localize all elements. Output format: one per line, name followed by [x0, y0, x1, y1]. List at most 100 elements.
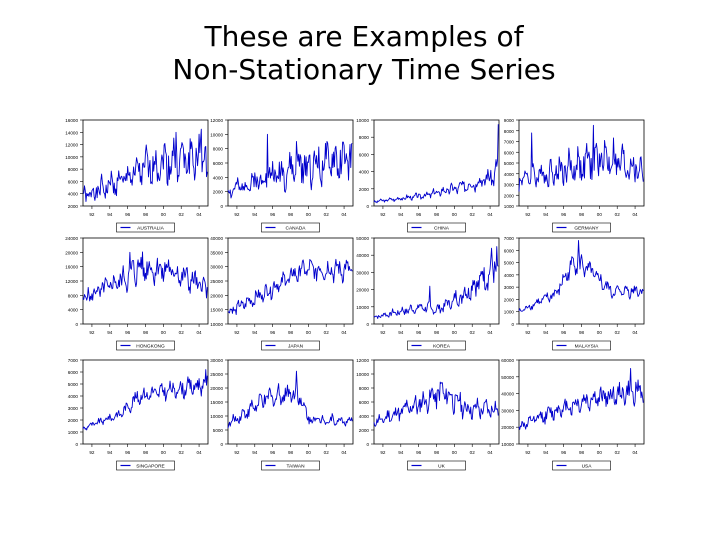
- y-tick-label: 5000: [213, 428, 224, 433]
- legend-label: CANADA: [286, 226, 307, 232]
- y-tick-label: 5000: [504, 161, 515, 166]
- y-tick-label: 2000: [68, 418, 79, 423]
- legend-box: [552, 460, 611, 471]
- x-tick-label: 96: [125, 330, 131, 335]
- x-tick-label: 98: [143, 330, 149, 335]
- y-tick-label: 6000: [504, 248, 515, 253]
- y-tick-label: 0: [75, 322, 78, 327]
- y-tick-label: 4000: [504, 172, 515, 177]
- x-tick-label: 96: [125, 212, 131, 217]
- y-tick-label: 16000: [65, 118, 78, 123]
- x-tick-label: 98: [288, 450, 294, 455]
- y-tick-label: 24000: [65, 236, 78, 241]
- plot-frame: [227, 359, 354, 445]
- chart-canada: 0 2000 4000 6000 8000 10000 12000 92 94 96 98 00 02 0…: [210, 118, 354, 233]
- series-line: [82, 128, 208, 202]
- x-tick-label: 94: [543, 330, 549, 335]
- y-tick-label: 20000: [210, 386, 223, 391]
- x-tick-label: 92: [380, 212, 386, 217]
- x-tick-label: 96: [416, 330, 422, 335]
- y-tick-label: 2000: [213, 190, 224, 195]
- x-tick-label: 92: [234, 330, 240, 335]
- x-tick-label: 00: [452, 330, 458, 335]
- x-tick-label: 02: [179, 212, 185, 217]
- y-tick-label: 3000: [504, 285, 515, 290]
- legend-label: JAPAN: [288, 344, 304, 350]
- legend-box: [552, 340, 611, 351]
- y-tick-label: 16000: [65, 265, 78, 270]
- x-tick-label: 96: [561, 212, 567, 217]
- x-tick-label: 98: [288, 212, 294, 217]
- y-tick-label: 0: [75, 442, 78, 447]
- x-tick-label: 92: [380, 330, 386, 335]
- y-tick-label: 7000: [504, 140, 515, 145]
- series-line: [373, 124, 499, 204]
- legend-label: AUSTRALIA: [137, 226, 164, 232]
- y-tick-label: 14000: [65, 130, 78, 135]
- y-tick-label: 2000: [68, 204, 79, 209]
- x-tick-label: 92: [234, 212, 240, 217]
- series-line: [518, 367, 644, 430]
- y-tick-label: 1000: [504, 204, 515, 209]
- x-tick-label: 92: [89, 330, 95, 335]
- x-tick-label: 04: [342, 212, 348, 217]
- x-tick-label: 00: [161, 450, 167, 455]
- x-tick-label: 92: [525, 450, 531, 455]
- y-tick-label: 10000: [210, 132, 223, 137]
- y-tick-label: 6000: [359, 400, 370, 405]
- x-tick-label: 00: [452, 212, 458, 217]
- y-tick-label: 0: [366, 442, 369, 447]
- x-tick-label: 02: [324, 330, 330, 335]
- x-tick-label: 94: [252, 450, 258, 455]
- y-tick-label: 8000: [68, 293, 79, 298]
- x-tick-label: 94: [107, 330, 113, 335]
- y-tick-label: 4000: [213, 175, 224, 180]
- x-tick-label: 02: [324, 212, 330, 217]
- y-tick-label: 50000: [356, 236, 369, 241]
- y-tick-label: 1000: [504, 310, 515, 315]
- legend-label: GERMANY: [574, 226, 599, 232]
- legend-label: UK: [438, 464, 445, 470]
- series-line: [227, 370, 353, 429]
- x-tick-label: 98: [143, 450, 149, 455]
- y-tick-label: 7000: [68, 358, 79, 363]
- x-tick-label: 94: [543, 450, 549, 455]
- legend-box: [261, 460, 320, 471]
- series-line: [373, 381, 499, 427]
- y-tick-label: 30000: [501, 408, 514, 413]
- y-tick-label: 9000: [504, 118, 515, 123]
- y-tick-label: 5000: [68, 382, 79, 387]
- x-tick-label: 02: [179, 450, 185, 455]
- legend-label: KOREA: [433, 344, 451, 350]
- y-tick-label: 12000: [65, 279, 78, 284]
- chart-china: 0 2000 4000 6000 8000 10000 92 94 96 98 00 02 04 CHIN…: [356, 118, 500, 233]
- y-tick-label: 10000: [356, 305, 369, 310]
- plot-frame: [518, 119, 645, 207]
- x-tick-label: 02: [615, 450, 621, 455]
- series-line: [227, 258, 353, 315]
- y-tick-label: 7000: [504, 236, 515, 241]
- series-line: [82, 369, 208, 431]
- x-tick-label: 02: [615, 212, 621, 217]
- x-tick-label: 02: [470, 212, 476, 217]
- y-tick-label: 10000: [356, 372, 369, 377]
- legend-box: [116, 460, 175, 471]
- y-tick-label: 5000: [504, 261, 515, 266]
- plot-frame: [373, 119, 500, 207]
- y-tick-label: 0: [220, 442, 223, 447]
- x-tick-label: 02: [470, 450, 476, 455]
- series-line: [82, 251, 208, 302]
- y-tick-label: 20000: [501, 425, 514, 430]
- x-tick-label: 02: [470, 330, 476, 335]
- y-tick-label: 6000: [68, 370, 79, 375]
- legend-box: [407, 460, 466, 471]
- series-line: [227, 133, 353, 199]
- x-tick-label: 96: [270, 450, 276, 455]
- x-tick-label: 00: [161, 212, 167, 217]
- plot-frame: [227, 237, 354, 325]
- chart-taiwan: 0 5000 10000 15000 20000 25000 30000 92 94 96 98 00…: [210, 358, 354, 471]
- x-tick-label: 92: [380, 450, 386, 455]
- y-tick-label: 6000: [359, 152, 370, 157]
- legend-label: USA: [582, 464, 593, 470]
